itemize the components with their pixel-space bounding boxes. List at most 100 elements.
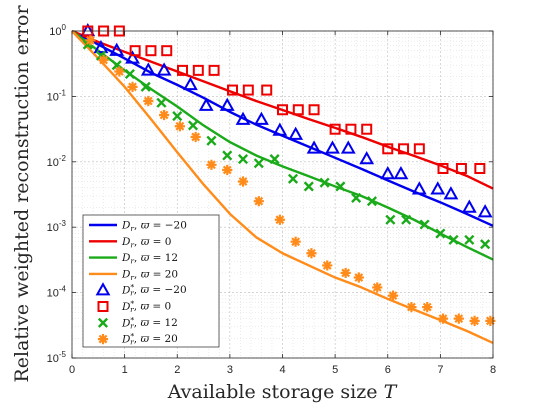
- y-tick-label: 10-5: [47, 350, 67, 365]
- data-point: [235, 111, 251, 125]
- data-point: [129, 45, 141, 57]
- data-point: [303, 181, 314, 192]
- data-point: [485, 315, 496, 326]
- data-point: [274, 214, 285, 225]
- data-point: [351, 192, 362, 204]
- data-point: [464, 234, 475, 245]
- data-point: [437, 313, 449, 324]
- data-point: [353, 272, 364, 283]
- data-point: [254, 111, 269, 125]
- data-point: [242, 84, 254, 96]
- data-point: [480, 239, 491, 250]
- data-point: [372, 282, 383, 293]
- data-point: [222, 164, 233, 176]
- data-point: [335, 181, 346, 192]
- data-point: [413, 143, 425, 155]
- y-tick-label: 10-1: [47, 88, 67, 103]
- legend-entry-0: Dr, ϖ = −20: [89, 220, 187, 234]
- data-point: [329, 123, 341, 135]
- data-point: [85, 35, 96, 46]
- data-point: [125, 50, 140, 64]
- legend-marker-swatch: [97, 334, 109, 345]
- y-tick-label: 10-3: [47, 219, 67, 234]
- data-point: [206, 159, 217, 170]
- data-point: [308, 104, 320, 116]
- data-point: [393, 165, 409, 180]
- legend-label: D* r, ϖ = 0: [121, 299, 171, 314]
- data-point: [461, 199, 477, 213]
- x-axis-label: Available storage size T: [167, 381, 398, 403]
- legend-marker-swatch: [95, 282, 111, 296]
- data-point: [192, 64, 204, 76]
- y-tick-label: 100: [49, 23, 66, 38]
- data-point: [422, 302, 433, 313]
- data-point: [143, 95, 154, 107]
- x-tick-label: 2: [174, 364, 180, 376]
- data-point: [322, 260, 333, 271]
- data-point: [340, 140, 356, 154]
- legend-entry-7: D* r, ϖ = 20: [97, 332, 178, 347]
- x-tick-label: 1: [122, 364, 128, 376]
- data-point: [437, 162, 449, 174]
- series-line-1: [71, 29, 494, 190]
- data-point: [124, 68, 135, 80]
- data-point: [177, 64, 189, 76]
- data-point: [222, 150, 233, 161]
- data-point: [145, 45, 157, 57]
- data-point: [401, 214, 412, 225]
- data-point: [158, 109, 170, 121]
- legend-entry-1: Dr, ϖ = 0: [89, 236, 171, 250]
- data-point: [253, 158, 264, 169]
- legend-label: D* r, ϖ = 20: [121, 332, 178, 347]
- legend-entry-3: Dr, ϖ = 20: [89, 268, 178, 282]
- data-point: [272, 122, 288, 136]
- data-point: [174, 121, 185, 132]
- data-point: [435, 228, 446, 239]
- data-point: [227, 84, 239, 96]
- y-axis-label: Relative weighted reconstruction error: [11, 5, 33, 383]
- data-point: [406, 302, 417, 313]
- data-point: [261, 84, 273, 96]
- data-point: [93, 39, 109, 54]
- legend-label: D* r, ϖ = 12: [121, 315, 178, 330]
- data-point: [361, 123, 373, 135]
- series-markers-4: [80, 22, 493, 218]
- data-point: [253, 196, 264, 207]
- data-point: [443, 186, 459, 200]
- data-point: [269, 154, 280, 165]
- legend-label: D* r, ϖ = −20: [121, 283, 187, 298]
- x-tick-label: 3: [227, 364, 233, 376]
- data-point: [287, 173, 299, 184]
- legend-label: Dr, ϖ = 20: [121, 268, 178, 282]
- axis-ticks: [71, 30, 494, 359]
- x-tick-label: 5: [332, 364, 338, 376]
- x-tick-label: 8: [490, 364, 496, 376]
- data-point: [398, 143, 410, 155]
- x-tick-label: 4: [279, 364, 285, 376]
- data-point: [469, 315, 480, 326]
- x-tick-label: 7: [437, 364, 443, 376]
- data-point: [219, 97, 235, 111]
- legend-label: Dr, ϖ = 0: [121, 236, 171, 250]
- x-tick-labels: 0 1 2 3 4 5 6 7 8: [69, 364, 496, 376]
- data-point: [156, 62, 172, 76]
- legend-entry-6: D* r, ϖ = 12: [97, 315, 178, 330]
- legend-marker-swatch: [97, 317, 109, 328]
- data-point: [290, 236, 301, 247]
- series-markers-7: [85, 35, 496, 326]
- data-point: [448, 234, 459, 245]
- data-point: [187, 120, 199, 131]
- data-point: [455, 162, 467, 174]
- data-point: [198, 97, 214, 111]
- data-point: [306, 248, 317, 259]
- data-point: [411, 181, 427, 195]
- data-point: [237, 176, 249, 187]
- data-point: [453, 313, 464, 324]
- data-point: [345, 123, 357, 135]
- legend-entry-4: D* r, ϖ = −20: [95, 282, 187, 298]
- x-tick-label: 6: [385, 364, 391, 376]
- y-tick-label: 10-4: [47, 285, 67, 300]
- legend-label: Dr, ϖ = −20: [121, 220, 187, 234]
- data-point: [140, 62, 156, 76]
